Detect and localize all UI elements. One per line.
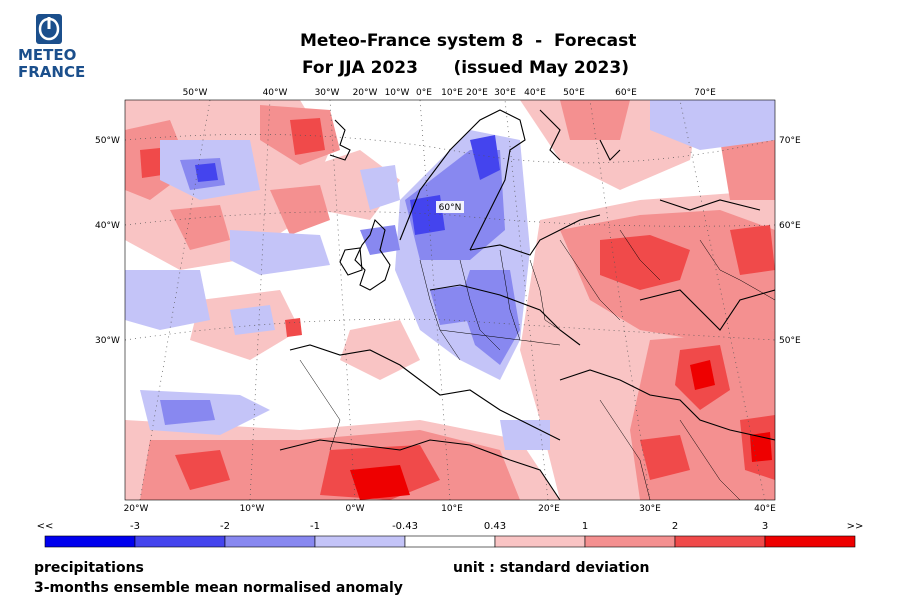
colorbar-tick-label: 0.43 — [483, 521, 507, 532]
unit-label: unit : standard deviation — [453, 560, 650, 576]
colorbar-segment — [674, 535, 766, 548]
colorbar-tick-label: >> — [846, 521, 864, 532]
top-label: 50°W — [183, 88, 208, 98]
variable-label: precipitations — [34, 560, 144, 576]
top-label: 20°W — [353, 88, 378, 98]
colorbar-tick-label: -1 — [310, 521, 320, 532]
colorbar-segment — [44, 535, 136, 548]
bottom-label: 40°E — [754, 504, 776, 514]
colorbar-tick-label: -0.43 — [392, 521, 418, 532]
bottom-label: 20°W — [124, 504, 149, 514]
colorbar-segment — [584, 535, 676, 548]
colorbar-segment — [764, 535, 856, 548]
coastlines — [279, 109, 775, 500]
right-label: 50°E — [779, 336, 801, 346]
top-label: 70°E — [694, 88, 716, 98]
top-label: 40°E — [524, 88, 546, 98]
inner-label-bg — [436, 201, 464, 213]
top-label: 0°E — [416, 88, 432, 98]
logo-text-line1: METEO — [18, 46, 77, 64]
country-borders — [299, 229, 775, 500]
colorbar-tick-label: -3 — [130, 521, 140, 532]
colorbar-segment — [134, 535, 226, 548]
right-labels: 70°E 60°E 50°E — [779, 136, 801, 346]
top-label: 30°W — [315, 88, 340, 98]
colorbar-segment — [224, 535, 316, 548]
chart-subtitle: For JJA 2023 (issued May 2023) — [302, 58, 629, 78]
bottom-label: 10°W — [240, 504, 265, 514]
top-label: 10°E — [441, 88, 463, 98]
left-labels: 50°W 40°W 30°W — [95, 136, 120, 346]
left-label: 50°W — [95, 136, 120, 146]
top-label: 40°W — [263, 88, 288, 98]
meteo-france-logo-icon — [36, 14, 62, 44]
right-label: 70°E — [779, 136, 801, 146]
bottom-longitude-labels: 20°W 10°W 0°W 10°E 20°E 30°E 40°E — [124, 504, 777, 514]
right-label: 60°E — [779, 221, 801, 231]
anomaly-field — [125, 100, 775, 500]
colorbar-tick-label: -2 — [220, 521, 230, 532]
bottom-label: 30°E — [639, 504, 661, 514]
colorbar-tick-label: 3 — [761, 521, 769, 532]
colorbar-segment — [494, 535, 586, 548]
top-longitude-labels: 50°W 40°W 30°W 20°W 10°W 0°E 10°E 20°E 3… — [183, 88, 717, 98]
colorbar-segment — [404, 535, 496, 548]
bottom-label: 0°W — [345, 504, 364, 514]
map-frame — [124, 99, 776, 501]
top-label: 20°E — [466, 88, 488, 98]
latitude-label-60n: 60°N — [439, 203, 462, 213]
bottom-label: 10°E — [441, 504, 463, 514]
logo-text-line2: FRANCE — [18, 63, 86, 81]
meteo-france-logo: METEO FRANCE — [14, 14, 86, 86]
colorbar — [44, 535, 856, 548]
colorbar-tick-label: 1 — [581, 521, 589, 532]
colorbar-segment — [314, 535, 406, 548]
top-label: 60°E — [615, 88, 637, 98]
colorbar-tick-label: 2 — [671, 521, 679, 532]
top-label: 30°E — [494, 88, 516, 98]
left-label: 40°W — [95, 221, 120, 231]
left-label: 30°W — [95, 336, 120, 346]
chart-title: Meteo-France system 8 - Forecast — [300, 31, 637, 51]
colorbar-tick-label: << — [36, 521, 54, 532]
top-label: 10°W — [385, 88, 410, 98]
description-label: 3-months ensemble mean normalised anomal… — [34, 580, 403, 596]
bottom-label: 20°E — [538, 504, 560, 514]
top-label: 50°E — [563, 88, 585, 98]
very-strong-positive-areas — [350, 360, 772, 500]
